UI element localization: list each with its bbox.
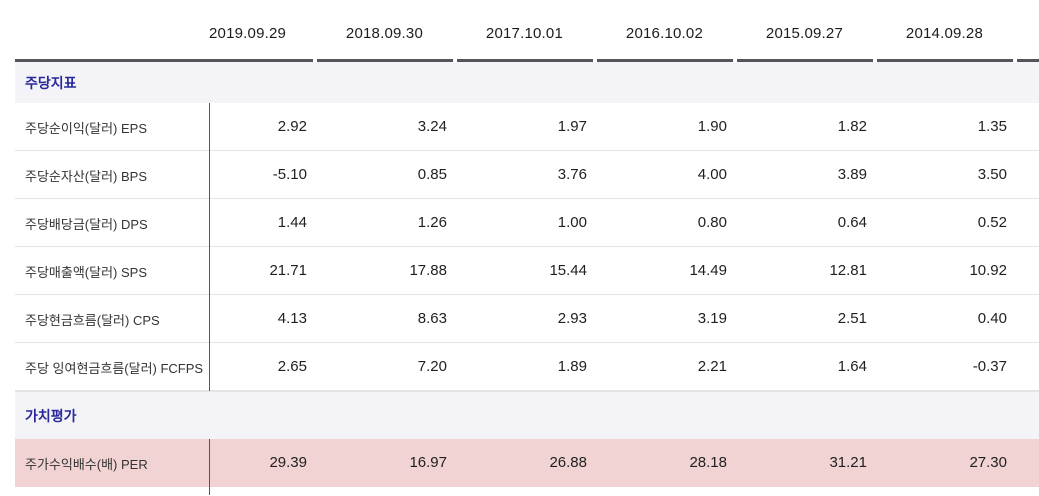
table-row-cps[interactable]: 주당현금흐름(달러) CPS 4.13 8.63 2.93 3.19 2.51 … — [15, 295, 1039, 343]
cell-value: 8.63 — [417, 310, 447, 327]
cell-value-cutoff — [1013, 103, 1039, 151]
row-label: 주당배당금(달러) DPS — [25, 216, 148, 232]
column-header-date: 2018.09.30 — [345, 25, 423, 42]
cell-value: 16.97 — [409, 454, 447, 471]
cell-value: 2.51 — [837, 310, 867, 327]
cell-value: 1.97 — [557, 118, 587, 135]
section-header-per-share: 주당지표 — [15, 62, 1039, 103]
cell-value-cutoff — [1013, 247, 1039, 295]
cell-value: -0.37 — [972, 358, 1007, 375]
cell-value: 27.30 — [969, 454, 1007, 471]
cell-value: 2.21 — [697, 358, 727, 375]
row-label: 주당매출액(달러) SPS — [25, 264, 148, 280]
cell-value: 1.44 — [209, 199, 313, 247]
cell-value: 3.89 — [837, 166, 867, 183]
header-underline-segment — [877, 59, 1013, 62]
cell-value: 0.40 — [977, 310, 1007, 327]
cell-value: 0.80 — [697, 214, 727, 231]
column-divider-line — [209, 487, 210, 495]
cell-value: 0.85 — [417, 166, 447, 183]
cell-value: 2.93 — [557, 310, 587, 327]
header-underline-segment — [317, 59, 453, 62]
cell-value: 26.88 — [549, 454, 587, 471]
cell-value: 1.82 — [837, 118, 867, 135]
cell-value: 3.24 — [417, 118, 447, 135]
header-underline-segment — [737, 59, 873, 62]
cell-value: 2.65 — [209, 343, 313, 391]
column-header-date: 2015.09.27 — [765, 25, 843, 42]
cell-value: 4.00 — [697, 166, 727, 183]
cell-value: 1.00 — [557, 214, 587, 231]
column-header-date-cutoff — [1013, 26, 1039, 34]
row-label: 주당순자산(달러) BPS — [25, 168, 148, 184]
cell-value: 3.19 — [697, 310, 727, 327]
table-row-eps[interactable]: 주당순이익(달러) EPS 2.92 3.24 1.97 1.90 1.82 1… — [15, 103, 1039, 151]
cell-value: 10.92 — [969, 262, 1007, 279]
row-label: 주당순이익(달러) EPS — [25, 120, 148, 136]
cell-value: 3.76 — [557, 166, 587, 183]
cell-value: 14.49 — [689, 262, 727, 279]
cell-value: 1.35 — [977, 118, 1007, 135]
row-label: 주당현금흐름(달러) CPS — [25, 312, 160, 328]
cell-value: 0.52 — [977, 214, 1007, 231]
table-row-dps[interactable]: 주당배당금(달러) DPS 1.44 1.26 1.00 0.80 0.64 0… — [15, 199, 1039, 247]
cell-value: 3.50 — [977, 166, 1007, 183]
cell-value: 7.20 — [417, 358, 447, 375]
cell-value: 1.89 — [557, 358, 587, 375]
cell-value: 2.92 — [209, 103, 313, 151]
cell-value: 1.26 — [417, 214, 447, 231]
cutoff-next-row — [15, 487, 1039, 495]
column-header-date: 2014.09.28 — [905, 25, 983, 42]
cell-value: 29.39 — [209, 439, 313, 487]
section-title: 주당지표 — [25, 74, 77, 91]
cell-value-cutoff — [1013, 343, 1039, 391]
cell-value-cutoff — [1013, 151, 1039, 199]
column-header-date: 2019.09.29 — [209, 25, 287, 42]
header-underline-segment — [15, 59, 313, 62]
cell-value: 0.64 — [837, 214, 867, 231]
table-row-per-highlighted[interactable]: 주가수익배수(배) PER 29.39 16.97 26.88 28.18 31… — [15, 439, 1039, 487]
header-underline-segment — [457, 59, 593, 62]
header-underline-segment — [597, 59, 733, 62]
cell-value: 15.44 — [549, 262, 587, 279]
cell-value: 21.71 — [209, 247, 313, 295]
cell-value: 1.90 — [697, 118, 727, 135]
table-header-row: 2019.09.29 2018.09.30 2017.10.01 2016.10… — [15, 0, 1039, 59]
header-underline-segment — [1017, 59, 1039, 62]
column-header-date: 2016.10.02 — [625, 25, 703, 42]
cell-value-cutoff — [1013, 199, 1039, 247]
cell-value-cutoff — [1013, 439, 1039, 487]
cell-value-cutoff — [1013, 295, 1039, 343]
row-label-header-spacer — [15, 26, 209, 34]
cell-value: -5.10 — [209, 151, 313, 199]
table-row-bps[interactable]: 주당순자산(달러) BPS -5.10 0.85 3.76 4.00 3.89 … — [15, 151, 1039, 199]
cell-value: 4.13 — [209, 295, 313, 343]
header-underline — [15, 59, 1039, 62]
cell-value: 28.18 — [689, 454, 727, 471]
section-title: 가치평가 — [25, 407, 77, 424]
section-header-valuation: 가치평가 — [15, 391, 1039, 439]
cell-value: 12.81 — [829, 262, 867, 279]
table-row-sps[interactable]: 주당매출액(달러) SPS 21.71 17.88 15.44 14.49 12… — [15, 247, 1039, 295]
column-header-date: 2017.10.01 — [485, 25, 563, 42]
cell-value: 17.88 — [409, 262, 447, 279]
cell-value: 31.21 — [829, 454, 867, 471]
table-row-fcfps[interactable]: 주당 잉여현금흐름(달러) FCFPS 2.65 7.20 1.89 2.21 … — [15, 343, 1039, 391]
cell-value: 1.64 — [837, 358, 867, 375]
row-label: 주가수익배수(배) PER — [25, 456, 148, 472]
row-label: 주당 잉여현금흐름(달러) FCFPS — [25, 360, 204, 376]
